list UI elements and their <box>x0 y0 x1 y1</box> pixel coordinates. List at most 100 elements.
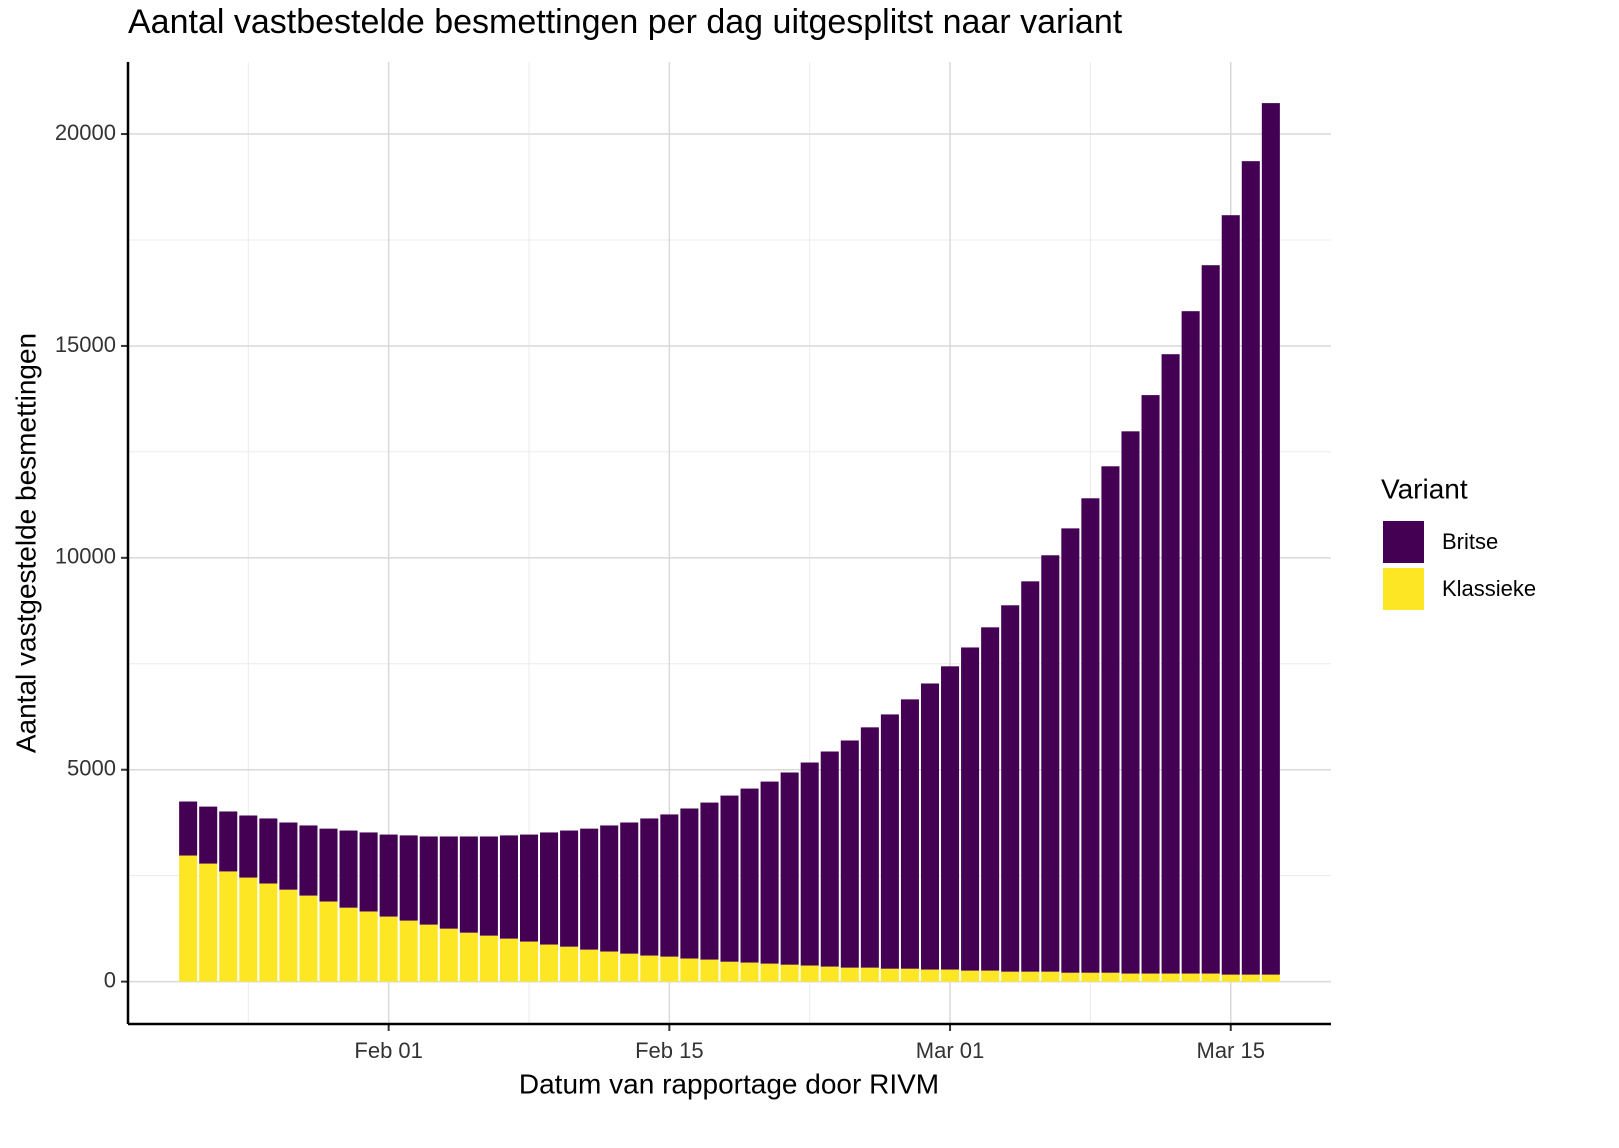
bar-segment <box>319 828 338 902</box>
bar-segment <box>1081 498 1100 973</box>
bar-segment <box>560 946 579 982</box>
bar-segment <box>499 938 518 982</box>
bar-segment <box>1241 161 1260 975</box>
bar-segment <box>379 916 398 982</box>
bar-segment <box>680 808 699 959</box>
bar-segment <box>1081 972 1100 982</box>
x-tick-label: Mar 15 <box>1197 1038 1265 1063</box>
bar-segment <box>519 941 539 982</box>
bar-segment <box>279 822 298 890</box>
bar-segment <box>439 928 458 982</box>
x-axis-label: Datum van rapportage door RIVM <box>519 1068 939 1099</box>
bar-segment <box>1021 581 1040 972</box>
bar-segment <box>1121 431 1140 974</box>
bar-segment <box>640 955 659 982</box>
bar-segment <box>1261 103 1280 975</box>
bar-segment <box>1221 215 1240 975</box>
bar-segment <box>1101 466 1120 973</box>
bar-segment <box>660 814 679 957</box>
x-tick-label: Feb 01 <box>354 1038 423 1063</box>
bar-segment <box>1021 971 1040 982</box>
bar-segment <box>580 949 599 982</box>
bar-segment <box>920 683 940 970</box>
bar-segment <box>1041 971 1060 982</box>
bar-segment <box>820 751 839 967</box>
bar-segment <box>1061 972 1080 982</box>
bar-segment <box>379 834 398 917</box>
bar-segment <box>760 963 779 982</box>
bar-segment <box>319 901 338 982</box>
bar-segment <box>540 944 559 982</box>
bar-segment <box>339 907 358 982</box>
bar-segment <box>279 889 298 982</box>
y-tick-label: 15000 <box>55 332 116 357</box>
y-tick-label: 10000 <box>55 544 116 569</box>
bar-segment <box>620 953 639 982</box>
bar-segment <box>1001 605 1020 972</box>
bar-segment <box>439 836 458 929</box>
bar-segment <box>981 627 1000 971</box>
bar-segment <box>499 835 518 939</box>
bar-segment <box>600 951 619 982</box>
bar-segment <box>900 699 919 969</box>
bar-segment <box>961 647 980 971</box>
bar-segment <box>640 818 659 956</box>
bar-segment <box>1181 973 1200 982</box>
bar-segment <box>620 822 639 954</box>
legend-title: Variant <box>1381 473 1468 504</box>
bar-segment <box>800 762 819 966</box>
bar-segment <box>1001 971 1020 982</box>
bar-segment <box>399 920 418 982</box>
bar-segment <box>399 835 418 921</box>
bar-segment <box>941 666 960 970</box>
bar-segment <box>239 877 258 982</box>
x-tick-label: Feb 15 <box>635 1038 704 1063</box>
bar-segment <box>299 895 318 982</box>
bar-segment <box>840 967 859 982</box>
bar-segment <box>1061 528 1080 973</box>
bar-segment <box>1121 973 1140 982</box>
bar-segment <box>680 958 699 982</box>
bar-segment <box>1141 973 1160 982</box>
bar-segment <box>540 832 559 945</box>
bar-segment <box>219 871 238 982</box>
bar-segment <box>600 825 619 952</box>
bar-segment <box>459 932 478 982</box>
bar-segment <box>1201 973 1220 982</box>
bar-segment <box>519 834 539 942</box>
bar-segment <box>1101 972 1120 982</box>
legend-key <box>1383 568 1424 610</box>
bar-segment <box>179 855 198 982</box>
bar-segment <box>259 818 278 884</box>
bar-segment <box>1141 395 1160 974</box>
bar-segment <box>820 966 839 982</box>
bar-segment <box>920 969 940 982</box>
bar-segment <box>1041 555 1060 972</box>
bar-segment <box>419 836 438 925</box>
y-tick-label: 0 <box>104 967 116 992</box>
bar-segment <box>900 968 919 982</box>
bar-segment <box>1261 974 1280 982</box>
y-tick-label: 20000 <box>55 120 116 145</box>
bar-segment <box>700 959 719 982</box>
bar-segment <box>1181 311 1200 974</box>
bar-segment <box>780 964 799 982</box>
bar-segment <box>800 965 819 982</box>
bar-segment <box>299 825 318 896</box>
bar-segment <box>660 956 679 982</box>
bar-segment <box>700 802 719 960</box>
x-tick-label: Mar 01 <box>916 1038 984 1063</box>
bar-segment <box>199 806 218 864</box>
bar-segment <box>580 828 599 950</box>
bar-segment <box>840 740 859 968</box>
bar-segment <box>1201 265 1220 974</box>
bar-segment <box>199 863 218 982</box>
bar-segment <box>860 967 879 982</box>
bar-segment <box>1241 974 1260 982</box>
bar-segment <box>359 911 378 982</box>
bar-segment <box>359 832 378 912</box>
bar-segment <box>740 962 759 982</box>
legend-key <box>1383 521 1424 563</box>
bar-segment <box>720 961 739 982</box>
bar-segment <box>259 883 278 982</box>
